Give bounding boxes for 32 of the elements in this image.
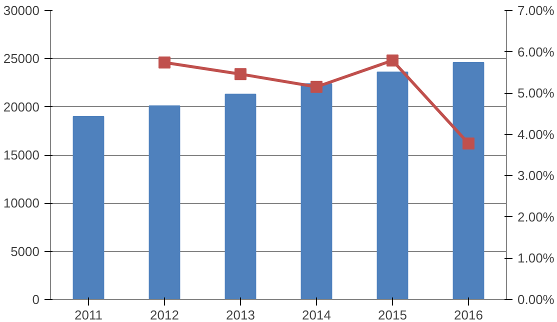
y-tick-label: 10000 (3, 196, 40, 211)
bar (224, 94, 256, 300)
y2-tick-label: 0.00% (518, 292, 555, 307)
point (234, 68, 246, 80)
y2-tick-label: 1.00% (518, 250, 555, 266)
x-tick-label: 2015 (378, 308, 407, 322)
bar (300, 83, 332, 300)
y2-tick-label: 4.00% (518, 126, 555, 142)
bar (452, 62, 484, 300)
y-tick-label: 30000 (3, 3, 40, 18)
y2-tick-label: 5.00% (518, 86, 555, 101)
bar (148, 105, 180, 300)
x-tick-label: 2014 (302, 308, 331, 322)
point (462, 137, 474, 150)
x-tick-label: 2013 (226, 308, 255, 322)
y-tick-label: 5000 (10, 244, 40, 259)
y-tick-label: 25000 (3, 51, 40, 66)
y-tick-label: 0 (32, 292, 40, 307)
point (310, 80, 322, 93)
point (386, 54, 398, 66)
point (158, 56, 170, 69)
x-tick-label: 2016 (454, 308, 483, 322)
y2-tick-label: 6.00% (518, 44, 555, 60)
x-tick-label: 2012 (150, 308, 179, 322)
x-tick-label: 2011 (74, 308, 102, 322)
bar (376, 72, 408, 300)
y-tick-label: 15000 (3, 148, 40, 162)
y2-tick-label: 7.00% (518, 3, 555, 18)
bar (72, 116, 104, 300)
y-tick-label: 20000 (3, 99, 40, 114)
y2-tick-label: 2.00% (518, 209, 555, 224)
y2-tick-label: 3.00% (518, 168, 555, 184)
